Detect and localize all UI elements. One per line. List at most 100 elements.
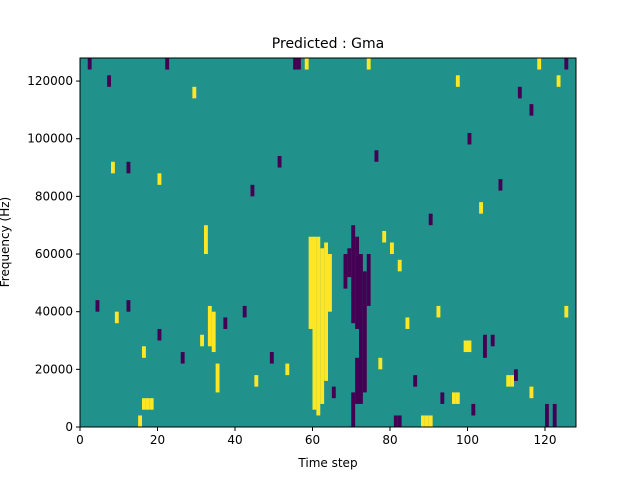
heatmap-cell — [320, 248, 325, 404]
heatmap-cell — [157, 173, 162, 185]
heatmap-cell — [506, 375, 511, 387]
heatmap-cell — [142, 398, 146, 410]
heatmap-cell — [180, 352, 185, 364]
heatmap-cell — [552, 403, 557, 427]
x-tick-label: 100 — [456, 433, 479, 447]
heatmap-cell — [142, 346, 146, 358]
x-tick-label: 0 — [76, 433, 84, 447]
heatmap-cell — [145, 398, 150, 410]
heatmap-cell — [293, 58, 298, 70]
y-tick-label: 100000 — [27, 132, 73, 146]
heatmap-cell — [204, 225, 208, 255]
heatmap-cell — [114, 311, 119, 324]
plot-area — [79, 57, 577, 428]
heatmap-cell — [254, 375, 259, 387]
heatmap-cell — [362, 271, 367, 341]
heatmap-cell — [277, 156, 282, 168]
heatmap-cell — [529, 104, 534, 116]
heatmap-cell — [455, 75, 460, 87]
heatmap-cell — [297, 58, 301, 70]
heatmap-cell — [436, 305, 441, 318]
heatmap-cell — [242, 305, 247, 318]
x-tick-label: 120 — [534, 433, 557, 447]
heatmap-cell — [471, 403, 476, 416]
heatmap-cell — [452, 392, 456, 404]
heatmap-cell — [157, 328, 162, 341]
heatmap-cell — [510, 375, 515, 387]
heatmap-cell — [324, 242, 329, 381]
heatmap-cell — [405, 317, 410, 329]
x-axis-label: Time step — [297, 456, 357, 470]
heatmap-cell — [111, 161, 115, 174]
x-tick-label: 60 — [305, 433, 320, 447]
heatmap-cell — [556, 75, 561, 87]
heatmap-cell — [328, 254, 332, 312]
heatmap-cell — [397, 415, 402, 427]
heatmap-cell — [428, 415, 433, 427]
heatmap-cell — [467, 132, 472, 145]
heatmap-cell — [366, 254, 371, 306]
heatmap-cell — [269, 352, 274, 364]
heatmap-cell — [517, 86, 522, 99]
heatmap-cell — [250, 184, 255, 197]
heatmap-cell — [138, 415, 143, 427]
heatmap-cell — [351, 392, 356, 427]
heatmap-cell — [200, 334, 205, 347]
heatmap-cell — [95, 300, 100, 312]
y-tick-label: 0 — [65, 420, 73, 434]
heatmap-cell — [366, 58, 371, 70]
heatmap-cell — [359, 340, 363, 404]
heatmap-cell — [126, 161, 131, 174]
heatmap-cell — [107, 75, 112, 87]
x-axis-ticks: 0 20 40 60 80 100 120 — [76, 427, 556, 447]
heatmap-cells — [87, 58, 569, 427]
heatmap-cell — [467, 340, 472, 353]
y-tick-label: 20000 — [35, 362, 73, 376]
heatmap-cell — [537, 58, 542, 70]
heatmap-cell — [331, 386, 336, 399]
heatmap-cell — [545, 403, 549, 427]
heatmap-cell — [390, 242, 394, 255]
heatmap-cell — [413, 375, 418, 387]
heatmap-cell — [382, 230, 387, 243]
chart-title: Predicted : Gma — [272, 36, 384, 52]
heatmap-cell — [285, 363, 290, 376]
y-tick-label: 80000 — [35, 189, 73, 203]
heatmap-cell — [126, 300, 131, 312]
heatmap-cell — [362, 340, 367, 393]
heatmap-cell — [440, 392, 445, 404]
heatmap-cell — [355, 357, 360, 404]
heatmap-cell — [490, 334, 495, 347]
x-tick-label: 80 — [382, 433, 397, 447]
heatmap-cell — [165, 58, 170, 70]
heatmap-cell — [421, 415, 425, 427]
heatmap-cell — [149, 398, 154, 410]
heatmap-cell — [428, 213, 433, 226]
y-axis-label: Frequency (Hz) — [0, 197, 12, 288]
heatmap-cell — [87, 58, 92, 70]
heatmap-cell — [374, 150, 379, 162]
y-tick-label: 120000 — [27, 74, 73, 88]
heatmap-cell — [308, 236, 313, 329]
heatmap-cell — [304, 58, 309, 70]
heatmap-cell — [359, 254, 363, 341]
heatmap-cell — [378, 357, 383, 370]
heatmap-cell — [215, 363, 220, 393]
y-tick-label: 60000 — [35, 247, 73, 261]
x-tick-label: 20 — [150, 433, 165, 447]
heatmap-cell — [316, 236, 321, 416]
heatmap-cell — [424, 415, 429, 427]
heatmap-cell — [393, 415, 398, 427]
plot-frame — [79, 57, 577, 428]
heatmap-cell — [207, 305, 212, 347]
heatmap-cell — [312, 236, 317, 410]
heatmap-cell — [564, 305, 569, 318]
heatmap-cell — [529, 386, 534, 399]
heatmap-cell — [343, 254, 348, 289]
y-tick-label: 40000 — [35, 305, 73, 319]
heatmap-cell — [483, 334, 487, 358]
heatmap-cell — [479, 202, 484, 214]
heatmap-cell — [351, 225, 356, 324]
x-tick-label: 40 — [227, 433, 242, 447]
heatmap-cell — [463, 340, 468, 353]
